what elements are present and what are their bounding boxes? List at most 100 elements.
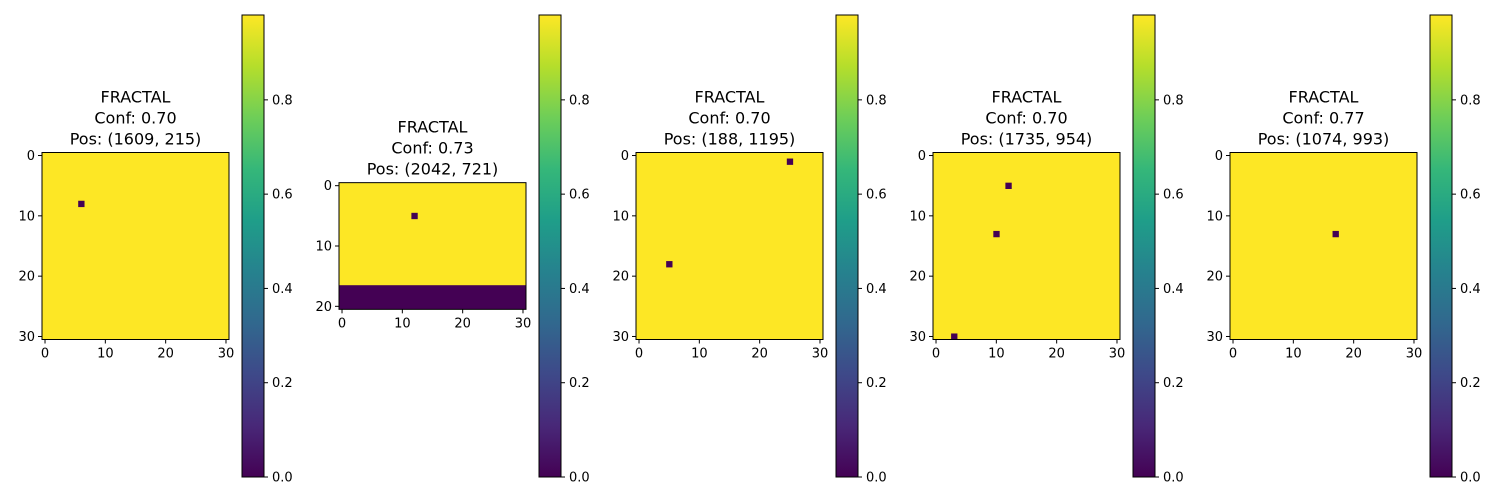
x-tick-label: 20 bbox=[157, 347, 174, 362]
colorbar-tick-label: 0.4 bbox=[569, 282, 590, 297]
heatmap-cell bbox=[78, 200, 85, 208]
panel-title-line: FRACTAL bbox=[695, 88, 765, 107]
y-tick-label: 10 bbox=[1206, 209, 1223, 224]
y-tick-label: 20 bbox=[909, 270, 926, 285]
panel-title-line: Conf: 0.77 bbox=[1282, 109, 1364, 128]
heatmap-cell bbox=[411, 212, 418, 220]
heatmap-cell bbox=[993, 230, 1000, 238]
heatmap-cell bbox=[1005, 182, 1012, 189]
axes-frame bbox=[932, 152, 1121, 340]
colorbar-tick-label: 0.8 bbox=[272, 93, 293, 108]
x-tick-label: 0 bbox=[338, 316, 346, 331]
x-tick-label: 0 bbox=[41, 347, 49, 362]
panel-title-line: Pos: (1074, 993) bbox=[1258, 130, 1390, 149]
colorbar-tick-label: 0.6 bbox=[1163, 188, 1184, 203]
colorbar-tick-label: 0.2 bbox=[569, 376, 590, 391]
heatmap-cell bbox=[1332, 230, 1339, 238]
axes-frame bbox=[41, 152, 230, 340]
y-tick-label: 0 bbox=[918, 149, 926, 164]
panel-title-line: FRACTAL bbox=[398, 118, 468, 137]
panel-title-line: Pos: (188, 1195) bbox=[664, 130, 796, 149]
colorbar-tick-label: 0.8 bbox=[1163, 93, 1184, 108]
x-tick-label: 30 bbox=[218, 347, 235, 362]
panel-title-line: Pos: (1735, 954) bbox=[961, 130, 1093, 149]
y-tick-label: 20 bbox=[18, 270, 35, 285]
panel-title-line: FRACTAL bbox=[101, 88, 171, 107]
x-tick-label: 0 bbox=[1229, 347, 1237, 362]
panel-1: 0 10 20 30 0 10 20 30 FRACTAL Conf: 0.70 Pos: (160… bbox=[18, 14, 293, 486]
colorbar-tick-label: 0.0 bbox=[272, 471, 293, 486]
y-tick-label: 20 bbox=[1206, 270, 1223, 285]
colorbar bbox=[241, 14, 265, 478]
y-tick-label: 0 bbox=[621, 149, 629, 164]
colorbar-tick-label: 0.4 bbox=[1460, 282, 1481, 297]
panel-5: 0 10 20 30 0 10 20 30 FRACTAL Conf: 0.77 Pos: (107… bbox=[1206, 14, 1481, 486]
colorbar-tick-label: 0.6 bbox=[1460, 188, 1481, 203]
colorbar-tick-label: 0.2 bbox=[272, 376, 293, 391]
y-tick-label: 30 bbox=[612, 330, 629, 345]
panel-title-line: Conf: 0.73 bbox=[391, 139, 473, 158]
y-tick-label: 10 bbox=[315, 240, 332, 255]
colorbar-tick-label: 0.8 bbox=[866, 93, 887, 108]
y-tick-label: 20 bbox=[315, 300, 332, 315]
x-tick-label: 10 bbox=[97, 347, 114, 362]
panel-title-line: FRACTAL bbox=[992, 88, 1062, 107]
colorbar-tick-label: 0.8 bbox=[1460, 93, 1481, 108]
y-tick-label: 10 bbox=[18, 209, 35, 224]
x-tick-label: 30 bbox=[812, 347, 829, 362]
colorbar bbox=[1429, 14, 1453, 478]
heatmap-cell bbox=[666, 261, 673, 268]
panel-2: 0 10 20 30 0 10 20 FRACTAL Conf: 0.73 Pos: (2042,… bbox=[315, 14, 590, 486]
colorbar-tick-label: 0.6 bbox=[569, 188, 590, 203]
x-tick-label: 30 bbox=[1406, 347, 1423, 362]
colorbar-tick-label: 0.2 bbox=[1460, 376, 1481, 391]
y-tick-label: 30 bbox=[1206, 330, 1223, 345]
axes-frame bbox=[635, 152, 824, 340]
y-tick-label: 30 bbox=[909, 330, 926, 345]
colorbar bbox=[1132, 14, 1156, 478]
colorbar bbox=[835, 14, 859, 478]
colorbar-tick-label: 0.4 bbox=[866, 282, 887, 297]
colorbar bbox=[538, 14, 562, 478]
colorbar-tick-label: 0.0 bbox=[1460, 471, 1481, 486]
heatmap-background bbox=[42, 152, 229, 340]
heatmap-background bbox=[933, 152, 1120, 340]
axes-frame bbox=[1229, 152, 1418, 340]
colorbar-tick-label: 0.6 bbox=[866, 188, 887, 203]
colorbar-tick-label: 0.8 bbox=[569, 93, 590, 108]
x-tick-label: 10 bbox=[1285, 347, 1302, 362]
colorbar-tick-label: 0.4 bbox=[1163, 282, 1184, 297]
x-tick-label: 30 bbox=[515, 316, 532, 331]
panel-title-line: FRACTAL bbox=[1289, 88, 1359, 107]
colorbar-tick-label: 0.4 bbox=[272, 282, 293, 297]
colorbar-tick-label: 0.2 bbox=[1163, 376, 1184, 391]
x-tick-label: 0 bbox=[635, 347, 643, 362]
heatmap-cell bbox=[951, 333, 958, 340]
colorbar-tick-label: 0.0 bbox=[1163, 471, 1184, 486]
heatmap-background bbox=[636, 152, 823, 340]
panel-title-line: Conf: 0.70 bbox=[688, 109, 770, 128]
x-tick-label: 30 bbox=[1109, 347, 1126, 362]
panel-title-line: Conf: 0.70 bbox=[985, 109, 1067, 128]
y-tick-label: 20 bbox=[612, 270, 629, 285]
colorbar-tick-label: 0.2 bbox=[866, 376, 887, 391]
panel-3: 0 10 20 30 0 10 20 30 FRACTAL Conf: 0.70 Pos: (188… bbox=[612, 14, 887, 486]
y-tick-label: 10 bbox=[909, 209, 926, 224]
heatmap-zero-band bbox=[339, 285, 526, 310]
panel-title-line: Pos: (2042, 721) bbox=[367, 160, 499, 179]
y-tick-label: 10 bbox=[612, 209, 629, 224]
colorbar-tick-label: 0.6 bbox=[272, 188, 293, 203]
y-tick-label: 0 bbox=[324, 179, 332, 194]
panel-4: 0 10 20 30 0 10 20 30 FRACTAL Conf: 0.70 Pos: (173… bbox=[909, 14, 1184, 486]
panel-title-line: Conf: 0.70 bbox=[94, 109, 176, 128]
colorbar-tick-label: 0.0 bbox=[866, 471, 887, 486]
x-tick-label: 10 bbox=[691, 347, 708, 362]
panel-title-line: Pos: (1609, 215) bbox=[70, 130, 202, 149]
heatmap-background bbox=[1230, 152, 1417, 340]
x-tick-label: 20 bbox=[1048, 347, 1065, 362]
y-tick-label: 0 bbox=[27, 149, 35, 164]
y-tick-label: 0 bbox=[1215, 149, 1223, 164]
x-tick-label: 0 bbox=[932, 347, 940, 362]
colorbar-tick-label: 0.0 bbox=[569, 471, 590, 486]
